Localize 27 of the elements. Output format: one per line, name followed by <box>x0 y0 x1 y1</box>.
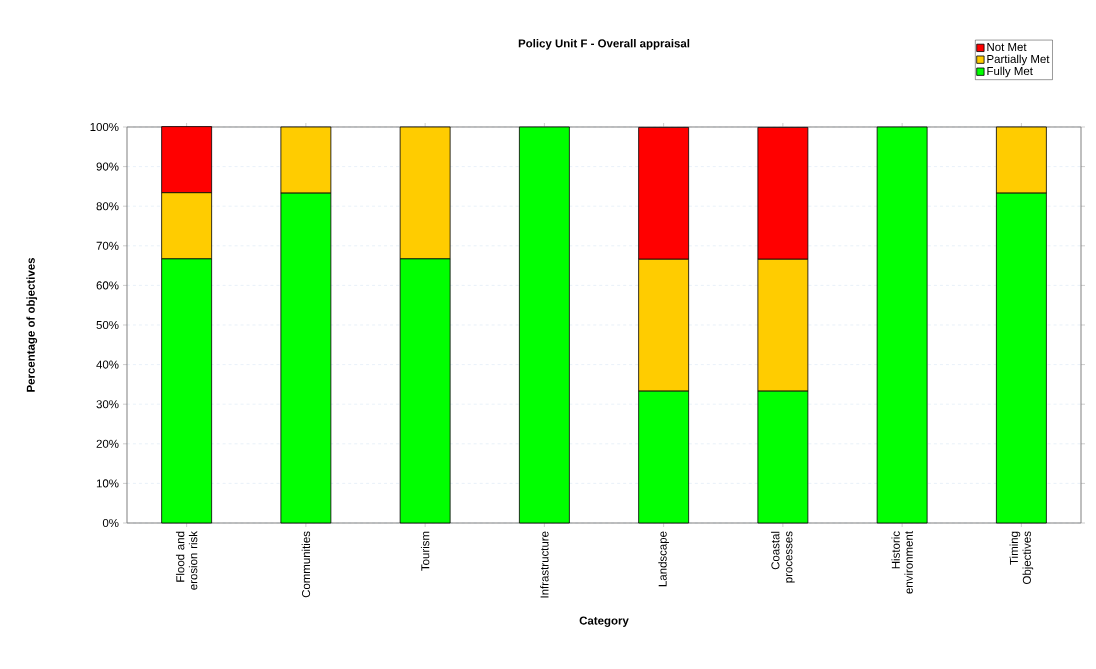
x-axis-title: Category <box>579 616 629 627</box>
y-tick-label: 100% <box>90 122 119 132</box>
y-axis-title: Percentage of objectives <box>26 257 38 392</box>
legend-label: Fully Met <box>987 66 1033 78</box>
y-tick-label: 80% <box>96 202 119 211</box>
bar <box>876 126 928 524</box>
y-tick-label: 30% <box>96 400 119 409</box>
x-tick-label: Timing Objectives <box>1009 531 1034 584</box>
y-tick-label: 70% <box>96 241 119 250</box>
y-tick-label: 20% <box>96 439 119 448</box>
x-tick-label: Communities <box>301 531 311 598</box>
legend-label: Not Met <box>987 43 1027 52</box>
legend-label: Partially Met <box>987 54 1050 66</box>
y-tick-label: 0% <box>102 518 119 528</box>
y-tick-label: 90% <box>96 162 119 171</box>
bar <box>518 126 570 524</box>
x-tick-label: Flood and erosion risk <box>175 531 198 590</box>
y-tick-label: 60% <box>96 281 119 290</box>
y-tick-label: 10% <box>96 479 119 488</box>
x-tick-label: Tourism <box>420 531 430 571</box>
y-tick-label: 50% <box>96 320 119 330</box>
y-tick-label: 40% <box>96 360 119 369</box>
chart-title: Policy Unit F - Overall appraisal <box>518 39 690 50</box>
x-tick-label: Infrastructure <box>540 531 549 598</box>
x-tick-label: Landscape <box>658 531 669 587</box>
x-tick-label: Coastal processes <box>771 531 795 583</box>
x-tick-label: Historic environment <box>891 531 913 594</box>
